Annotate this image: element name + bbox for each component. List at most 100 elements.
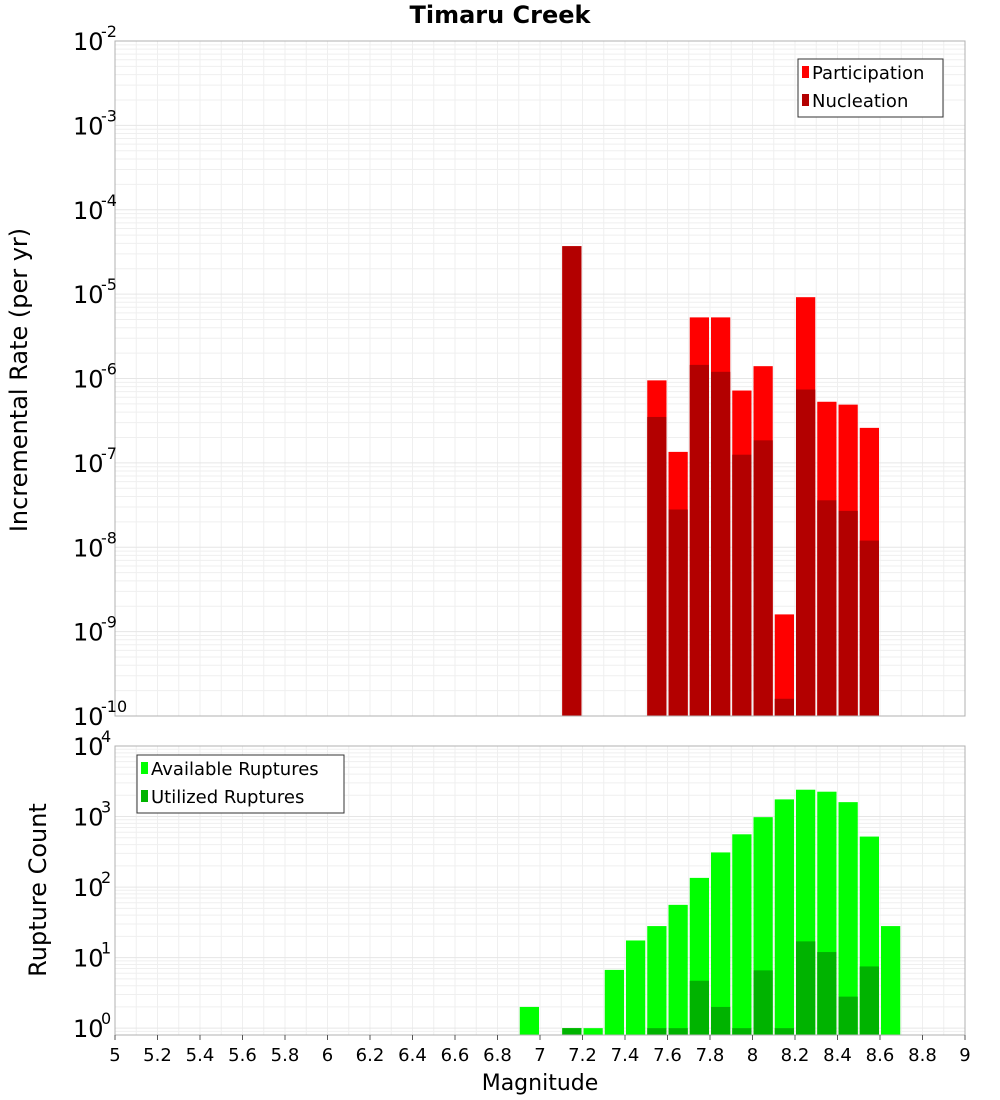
y-tick-exponent: 0 (101, 1009, 111, 1028)
y-tick-label: 10 (73, 733, 104, 761)
legend-swatch (141, 790, 148, 802)
bar-nucleation (689, 364, 709, 716)
x-tick-label: 8.6 (866, 1045, 895, 1066)
x-tick-label: 6 (322, 1045, 333, 1066)
x-tick-label: 7 (534, 1045, 545, 1066)
y-tick-exponent: -2 (101, 22, 117, 41)
y-tick-label: 10 (73, 945, 104, 973)
y-tick-label: 10 (73, 28, 104, 56)
bar-utilized-ruptures (711, 1006, 731, 1035)
bar-nucleation (859, 540, 879, 716)
y-tick-exponent: -4 (101, 191, 117, 210)
y-tick-label: 10 (73, 281, 104, 309)
bar-nucleation (817, 500, 837, 716)
legend-label: Utilized Ruptures (151, 787, 304, 808)
bar-utilized-ruptures (647, 1028, 667, 1035)
bottom-plot-bars (519, 789, 901, 1035)
x-tick-label: 5.4 (186, 1045, 215, 1066)
y-tick-exponent: 1 (101, 939, 111, 958)
x-axis-label: Magnitude (482, 1071, 599, 1096)
bar-utilized-ruptures (562, 1028, 582, 1035)
bottom-legend: Available Ruptures Utilized Ruptures (136, 754, 345, 814)
legend-label: Nucleation (812, 91, 908, 112)
y-tick-label: 10 (73, 366, 104, 394)
y-tick-exponent: -7 (101, 444, 117, 463)
y-tick-label: 10 (73, 1015, 104, 1043)
x-tick-label: 5.8 (271, 1045, 300, 1066)
x-tick-label: 6.4 (398, 1045, 427, 1066)
bar-available-ruptures (668, 904, 688, 1035)
y-tick-label: 10 (73, 874, 104, 902)
bar-nucleation (753, 440, 773, 716)
legend-swatch (802, 94, 809, 106)
bar-available-ruptures (732, 834, 752, 1035)
y-tick-exponent: -8 (101, 528, 117, 547)
bar-utilized-ruptures (668, 1028, 688, 1035)
bar-available-ruptures (604, 969, 624, 1035)
y-tick-exponent: -10 (101, 697, 127, 716)
x-tick-label: 8.4 (823, 1045, 852, 1066)
x-tick-label: 6.8 (483, 1045, 512, 1066)
y-tick-label: 10 (73, 197, 104, 225)
bar-utilized-ruptures (732, 1028, 752, 1035)
legend-box (797, 58, 944, 118)
legend-box (136, 754, 345, 814)
bar-utilized-ruptures (689, 980, 709, 1035)
bar-available-ruptures (647, 926, 667, 1035)
bar-available-ruptures (838, 802, 858, 1035)
bar-available-ruptures (774, 799, 794, 1035)
y-tick-exponent: -6 (101, 360, 117, 379)
x-tick-label: 7.8 (696, 1045, 725, 1066)
x-tick-label: 8.8 (908, 1045, 937, 1066)
x-tick-label: 8 (747, 1045, 758, 1066)
top-plot-grid (114, 40, 966, 717)
bar-available-ruptures (519, 1006, 539, 1035)
bar-nucleation (647, 416, 667, 716)
y-tick-exponent: -3 (101, 106, 117, 125)
bar-available-ruptures (881, 926, 901, 1035)
bar-utilized-ruptures (796, 941, 816, 1035)
bar-available-ruptures (711, 852, 731, 1035)
bar-utilized-ruptures (753, 970, 773, 1035)
bar-available-ruptures (626, 940, 646, 1035)
bar-nucleation (796, 389, 816, 716)
top-plot-bars (562, 246, 879, 716)
x-tick-label: 6.2 (356, 1045, 385, 1066)
chart-title: Timaru Creek (409, 1, 591, 29)
x-tick-label: 7.4 (611, 1045, 640, 1066)
legend-label: Participation (812, 63, 924, 84)
legend-label: Available Ruptures (151, 759, 319, 780)
y-tick-label: 10 (73, 534, 104, 562)
x-tick-label: 7.2 (568, 1045, 597, 1066)
x-tick-label: 7.6 (653, 1045, 682, 1066)
bar-nucleation (668, 509, 688, 716)
legend-swatch (141, 762, 148, 774)
bar-utilized-ruptures (859, 966, 879, 1035)
top-legend: Participation Nucleation (797, 58, 944, 118)
legend-swatch (802, 66, 809, 78)
x-tick-label: 5.2 (143, 1045, 172, 1066)
bar-nucleation (562, 246, 582, 716)
bar-utilized-ruptures (774, 1028, 794, 1035)
x-tick-label: 6.6 (441, 1045, 470, 1066)
y-tick-label: 10 (73, 703, 104, 731)
bar-utilized-ruptures (838, 996, 858, 1035)
y-tick-exponent: -9 (101, 613, 117, 632)
y-tick-label: 10 (73, 450, 104, 478)
bar-nucleation (732, 454, 752, 716)
y-tick-exponent: 4 (101, 727, 111, 746)
bar-participation (774, 614, 794, 716)
bar-nucleation (711, 371, 731, 716)
bar-utilized-ruptures (817, 952, 837, 1035)
bar-available-ruptures (583, 1028, 603, 1035)
y-tick-exponent: -5 (101, 275, 117, 294)
top-y-axis-label: Incremental Rate (per yr) (5, 228, 33, 532)
x-tick-label: 5.6 (228, 1045, 257, 1066)
y-tick-exponent: 3 (101, 798, 111, 817)
x-tick-label: 8.2 (781, 1045, 810, 1066)
y-tick-label: 10 (73, 112, 104, 140)
y-tick-label: 10 (73, 804, 104, 832)
